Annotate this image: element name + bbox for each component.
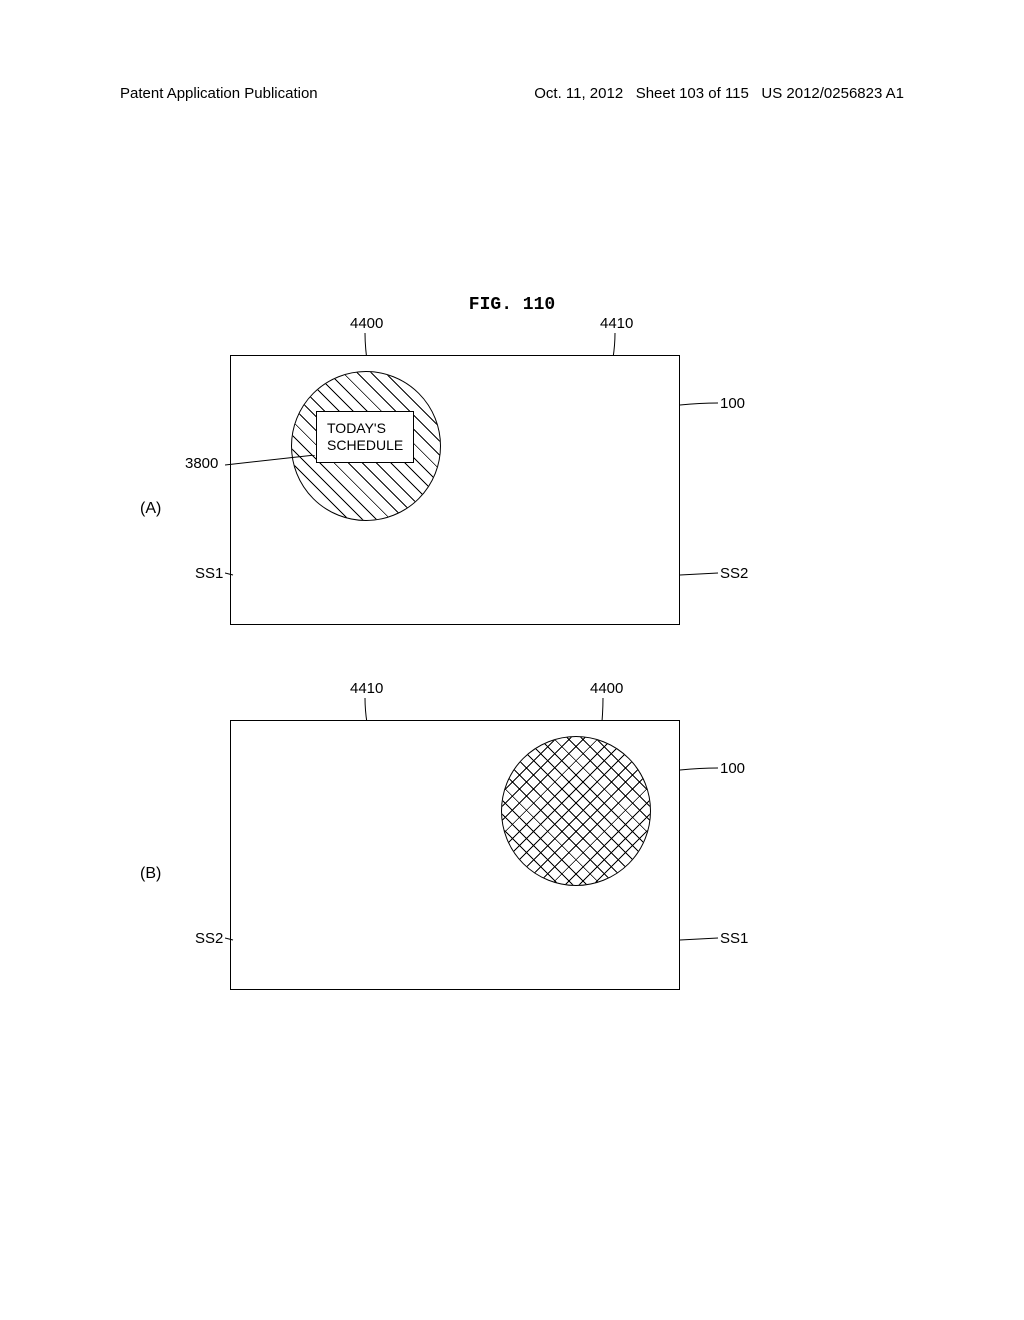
display-box-b <box>230 720 680 990</box>
header-pubnum: US 2012/0256823 A1 <box>761 85 904 102</box>
label-ss2-b: SS2 <box>195 930 223 947</box>
panel-label-a: (A) <box>140 500 161 518</box>
crosshatch-pattern <box>501 736 651 886</box>
leader-ss1-b <box>680 935 720 945</box>
figure-title: FIG. 110 <box>469 295 555 315</box>
schedule-line1: TODAY'S <box>327 420 386 436</box>
label-4400-a: 4400 <box>350 315 383 332</box>
label-100-b: 100 <box>720 760 745 777</box>
header-publication: Patent Application Publication <box>120 85 318 102</box>
label-4410-a: 4410 <box>600 315 633 332</box>
label-ss2-a: SS2 <box>720 565 748 582</box>
display-box-a: TODAY'S SCHEDULE <box>230 355 680 625</box>
schedule-box: TODAY'S SCHEDULE <box>316 411 414 463</box>
diagram-b: (B) 4410 4400 100 SS1 SS2 <box>230 720 680 990</box>
panel-label-b: (B) <box>140 865 161 883</box>
label-4400-b: 4400 <box>590 680 623 697</box>
leader-3800-a <box>225 455 320 470</box>
leader-ss2-b <box>225 935 235 945</box>
leader-100-b <box>680 765 720 775</box>
leader-ss1-a <box>225 570 235 580</box>
schedule-line2: SCHEDULE <box>327 437 403 453</box>
header-date: Oct. 11, 2012 <box>534 85 623 102</box>
page-header: Patent Application Publication Oct. 11, … <box>0 85 1024 102</box>
diagram-a: (A) 4400 4410 TODAY'S SCHEDULE 100 SS2 3… <box>230 355 680 625</box>
label-3800-a: 3800 <box>185 455 218 472</box>
label-100-a: 100 <box>720 395 745 412</box>
header-right: Oct. 11, 2012 Sheet 103 of 115 US 2012/0… <box>534 85 904 102</box>
header-sheet: Sheet 103 of 115 <box>636 85 749 102</box>
leader-ss2-a <box>680 570 720 580</box>
leader-100-a <box>680 400 720 410</box>
label-4410-b: 4410 <box>350 680 383 697</box>
label-ss1-a: SS1 <box>195 565 223 582</box>
label-ss1-b: SS1 <box>720 930 748 947</box>
crosshatched-circle-b <box>501 736 651 886</box>
